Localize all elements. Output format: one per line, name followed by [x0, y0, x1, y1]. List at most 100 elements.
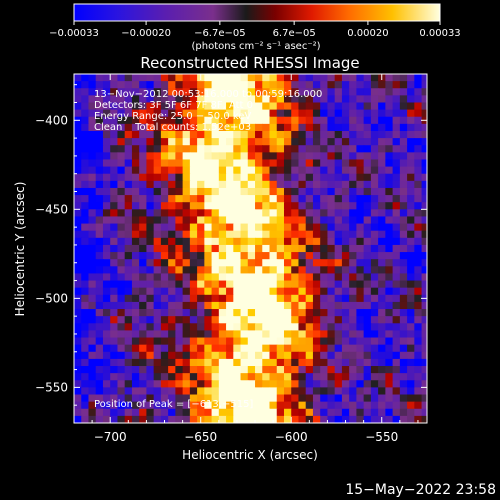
heatmap-cell [399, 344, 408, 353]
heatmap-cell [240, 287, 249, 296]
heatmap-cell [349, 202, 357, 210]
heatmap-cell [81, 244, 90, 253]
heatmap-cell [414, 280, 423, 289]
heatmap-cell [139, 202, 148, 210]
heatmap-cell [305, 330, 314, 339]
heatmap-cell [298, 237, 307, 246]
heatmap-cell [269, 116, 278, 125]
heatmap-cell [102, 166, 111, 175]
heatmap-cell [110, 252, 119, 260]
heatmap-cell [255, 273, 263, 282]
heatmap-cell [226, 309, 234, 317]
heatmap-cell [102, 401, 111, 410]
heatmap-cell [312, 294, 321, 303]
heatmap-cell [218, 358, 227, 367]
heatmap-cell [320, 380, 329, 388]
heatmap-cell [312, 123, 321, 132]
heatmap-cell [182, 166, 191, 175]
heatmap-cell [385, 316, 394, 324]
heatmap-cell [291, 237, 300, 246]
heatmap-cell [392, 74, 401, 82]
heatmap-cell [356, 309, 365, 317]
heatmap-cell [124, 123, 133, 132]
heatmap-cell [363, 394, 372, 403]
heatmap-cell [110, 216, 119, 225]
heatmap-cell [255, 187, 263, 196]
heatmap-cell [312, 316, 321, 324]
heatmap-cell [146, 351, 155, 360]
heatmap-cell [363, 123, 372, 132]
heatmap-cell [349, 337, 357, 346]
heatmap-cell [88, 387, 97, 396]
heatmap-cell [378, 202, 386, 210]
heatmap-cell [102, 195, 111, 203]
heatmap-cell [320, 173, 329, 182]
heatmap-cell [168, 330, 176, 339]
heatmap-cell [334, 116, 343, 125]
heatmap-cell [131, 195, 140, 203]
heatmap-cell [414, 330, 423, 339]
heatmap-cell [385, 209, 394, 218]
heatmap-cell [392, 252, 401, 260]
heatmap-cell [334, 294, 343, 303]
heatmap-cell [197, 301, 205, 310]
heatmap-cell [211, 280, 220, 289]
heatmap-cell [320, 116, 329, 125]
heatmap-cell [305, 187, 314, 196]
heatmap-cell [139, 373, 148, 381]
heatmap-cell [153, 380, 162, 388]
heatmap-cell [240, 358, 249, 367]
heatmap-cell [218, 180, 227, 189]
heatmap-cell [218, 394, 227, 403]
heatmap-cell [175, 316, 184, 324]
heatmap-cell [327, 180, 336, 189]
heatmap-cell [378, 394, 386, 403]
heatmap-cell [189, 351, 198, 360]
heatmap-cell [385, 373, 394, 381]
heatmap-cell [153, 187, 162, 196]
heatmap-cell [117, 173, 126, 182]
heatmap-cell [414, 373, 423, 381]
heatmap-cell [168, 187, 176, 196]
heatmap-cell [117, 202, 126, 210]
heatmap-cell [131, 408, 140, 417]
heatmap-cell [407, 152, 415, 161]
heatmap-cell [305, 323, 314, 332]
heatmap-cell [291, 330, 300, 339]
heatmap-cell [334, 145, 343, 153]
heatmap-cell [312, 173, 321, 182]
heatmap-cell [233, 195, 242, 203]
heatmap-cell [349, 366, 357, 374]
heatmap-cell [204, 273, 213, 282]
heatmap-cell [341, 166, 350, 175]
heatmap-cell [153, 287, 162, 296]
heatmap-cell [363, 187, 372, 196]
heatmap-cell [334, 266, 343, 275]
heatmap-cell [370, 81, 379, 89]
heatmap-cell [131, 337, 140, 346]
heatmap-cell [247, 252, 256, 260]
heatmap-cell [349, 287, 357, 296]
heatmap-cell [175, 116, 184, 125]
heatmap-cell [240, 259, 249, 267]
heatmap-cell [117, 280, 126, 289]
heatmap-cell [291, 74, 300, 82]
heatmap-cell [117, 394, 126, 403]
heatmap-cell [399, 244, 408, 253]
heatmap-cell [204, 187, 213, 196]
heatmap-cell [385, 74, 394, 82]
heatmap-cell [291, 195, 300, 203]
heatmap-cell [110, 152, 119, 161]
heatmap-cell [131, 373, 140, 381]
heatmap-cell [81, 81, 90, 89]
heatmap-cell [226, 358, 234, 367]
heatmap-cell [341, 138, 350, 146]
heatmap-cell [102, 266, 111, 275]
heatmap-cell [74, 244, 82, 253]
heatmap-cell [305, 287, 314, 296]
heatmap-cell [421, 380, 427, 388]
heatmap-cell [327, 109, 336, 118]
heatmap-cell [421, 173, 427, 182]
heatmap-cell [204, 102, 213, 111]
heatmap-cell [153, 323, 162, 332]
